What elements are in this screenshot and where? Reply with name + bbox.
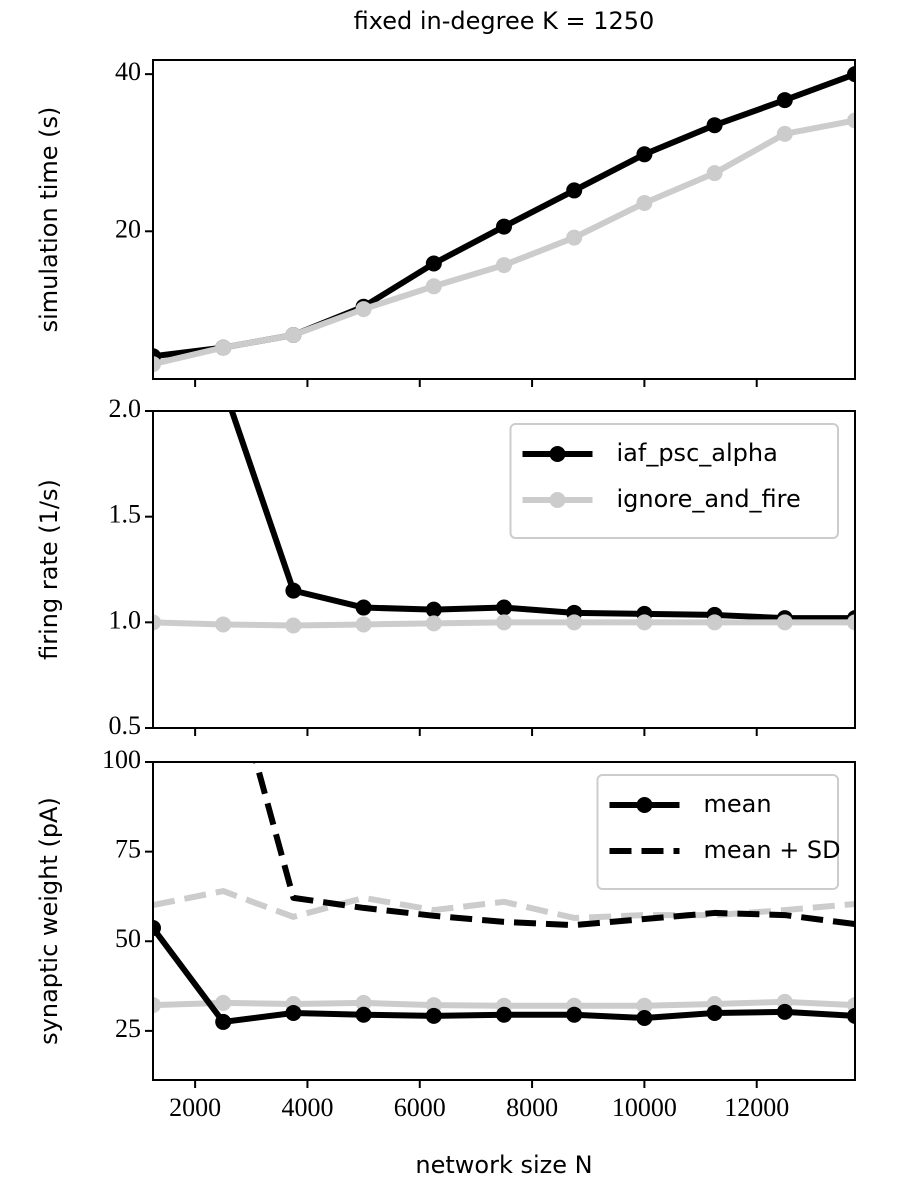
- series-marker: [706, 117, 723, 134]
- x-axis-label: network size N: [415, 1151, 592, 1179]
- y-axis-label: simulation time (s): [35, 107, 63, 333]
- y-tick-label: 1.5: [109, 500, 142, 529]
- chart-title: fixed in-degree K = 1250: [354, 7, 655, 35]
- series-marker: [636, 997, 653, 1014]
- legend-marker: [636, 797, 653, 813]
- series-marker: [706, 614, 723, 631]
- series-line: [253, 762, 855, 929]
- legend-marker: [549, 492, 566, 508]
- series-line: [153, 117, 855, 367]
- x-tick-label: 8000: [506, 1093, 558, 1122]
- series-marker: [285, 617, 302, 634]
- series-marker: [496, 599, 512, 616]
- plot-area: [153, 762, 855, 1030]
- series-marker: [215, 994, 232, 1011]
- series-marker: [355, 301, 372, 318]
- panel: synaptic weight (pA) network size N 25 50 75…: [35, 745, 856, 1179]
- series-marker: [636, 195, 653, 211]
- plot-frame: [152, 761, 856, 1081]
- legend-label: iaf_psc_alpha: [617, 439, 778, 467]
- series-marker: [153, 614, 161, 631]
- series-marker: [215, 1013, 232, 1030]
- y-tick-label: 100: [102, 745, 141, 774]
- y-axis-label: synaptic weight (pA): [35, 797, 63, 1045]
- y-axis-label: firing rate (1/s): [35, 479, 63, 660]
- series-marker: [355, 1006, 372, 1023]
- series-marker: [355, 599, 372, 616]
- series-marker: [847, 66, 855, 83]
- y-tick-label: 1.0: [109, 605, 142, 634]
- series-marker: [847, 112, 855, 129]
- series-marker: [153, 356, 161, 373]
- series-marker: [355, 616, 372, 633]
- series-marker: [847, 614, 855, 631]
- series-marker: [496, 218, 512, 235]
- series-marker: [776, 92, 793, 109]
- series-marker: [776, 614, 793, 631]
- series-marker: [215, 339, 232, 356]
- series-marker: [425, 1007, 442, 1024]
- series-marker: [706, 1004, 723, 1021]
- x-tick-label: 6000: [394, 1093, 446, 1122]
- series-marker: [776, 125, 793, 142]
- legend-label: mean: [704, 790, 772, 818]
- panel: firing rate (1/s) 0.5 1.0 1.5 2.0 iaf_psc_alp…: [35, 378, 856, 740]
- series-marker: [425, 615, 442, 632]
- x-tick-label: 4000: [281, 1093, 333, 1122]
- series-marker: [847, 1007, 855, 1024]
- series-marker: [153, 919, 161, 936]
- plot-area: [153, 378, 855, 634]
- series-marker: [496, 257, 512, 274]
- x-tick-label: 10000: [612, 1093, 677, 1122]
- legend-label: mean + SD: [704, 836, 841, 864]
- series-marker: [425, 601, 442, 618]
- series-marker: [425, 255, 442, 272]
- x-tick-label: 12000: [724, 1093, 789, 1122]
- series-marker: [566, 229, 583, 246]
- series-marker: [566, 1006, 583, 1023]
- plot-area: [153, 66, 855, 373]
- y-tick-label: 20: [115, 214, 141, 243]
- y-tick-label: 0.5: [109, 711, 142, 740]
- series-line: [153, 71, 855, 360]
- y-tick-label: 25: [115, 1014, 141, 1043]
- series-marker: [636, 614, 653, 631]
- y-tick-label: 40: [115, 57, 141, 86]
- legend-marker: [549, 446, 566, 462]
- series-marker: [425, 278, 442, 295]
- plot-frame: [152, 59, 856, 380]
- series-marker: [636, 146, 653, 163]
- series-line: [228, 411, 855, 622]
- series-marker: [215, 378, 231, 394]
- series-marker: [776, 1003, 793, 1020]
- y-tick-label: 2.0: [109, 394, 142, 423]
- series-marker: [153, 997, 161, 1014]
- panel: fixed in-degree K = 1250 simulation time …: [35, 7, 856, 387]
- x-tick-label: 2000: [169, 1093, 221, 1122]
- series-marker: [496, 1006, 512, 1023]
- series-marker: [215, 616, 232, 633]
- series-marker: [285, 1004, 302, 1021]
- series-marker: [355, 994, 372, 1011]
- series-marker: [496, 614, 512, 631]
- y-tick-label: 75: [115, 835, 141, 864]
- series-marker: [636, 1009, 653, 1026]
- legend-label: ignore_and_fire: [617, 485, 801, 513]
- series-marker: [285, 582, 302, 599]
- series-marker: [566, 614, 583, 631]
- series-marker: [706, 165, 723, 182]
- y-tick-label: 50: [115, 924, 141, 953]
- series-marker: [285, 327, 302, 343]
- series-marker: [566, 182, 583, 199]
- plot-frame: [152, 410, 856, 729]
